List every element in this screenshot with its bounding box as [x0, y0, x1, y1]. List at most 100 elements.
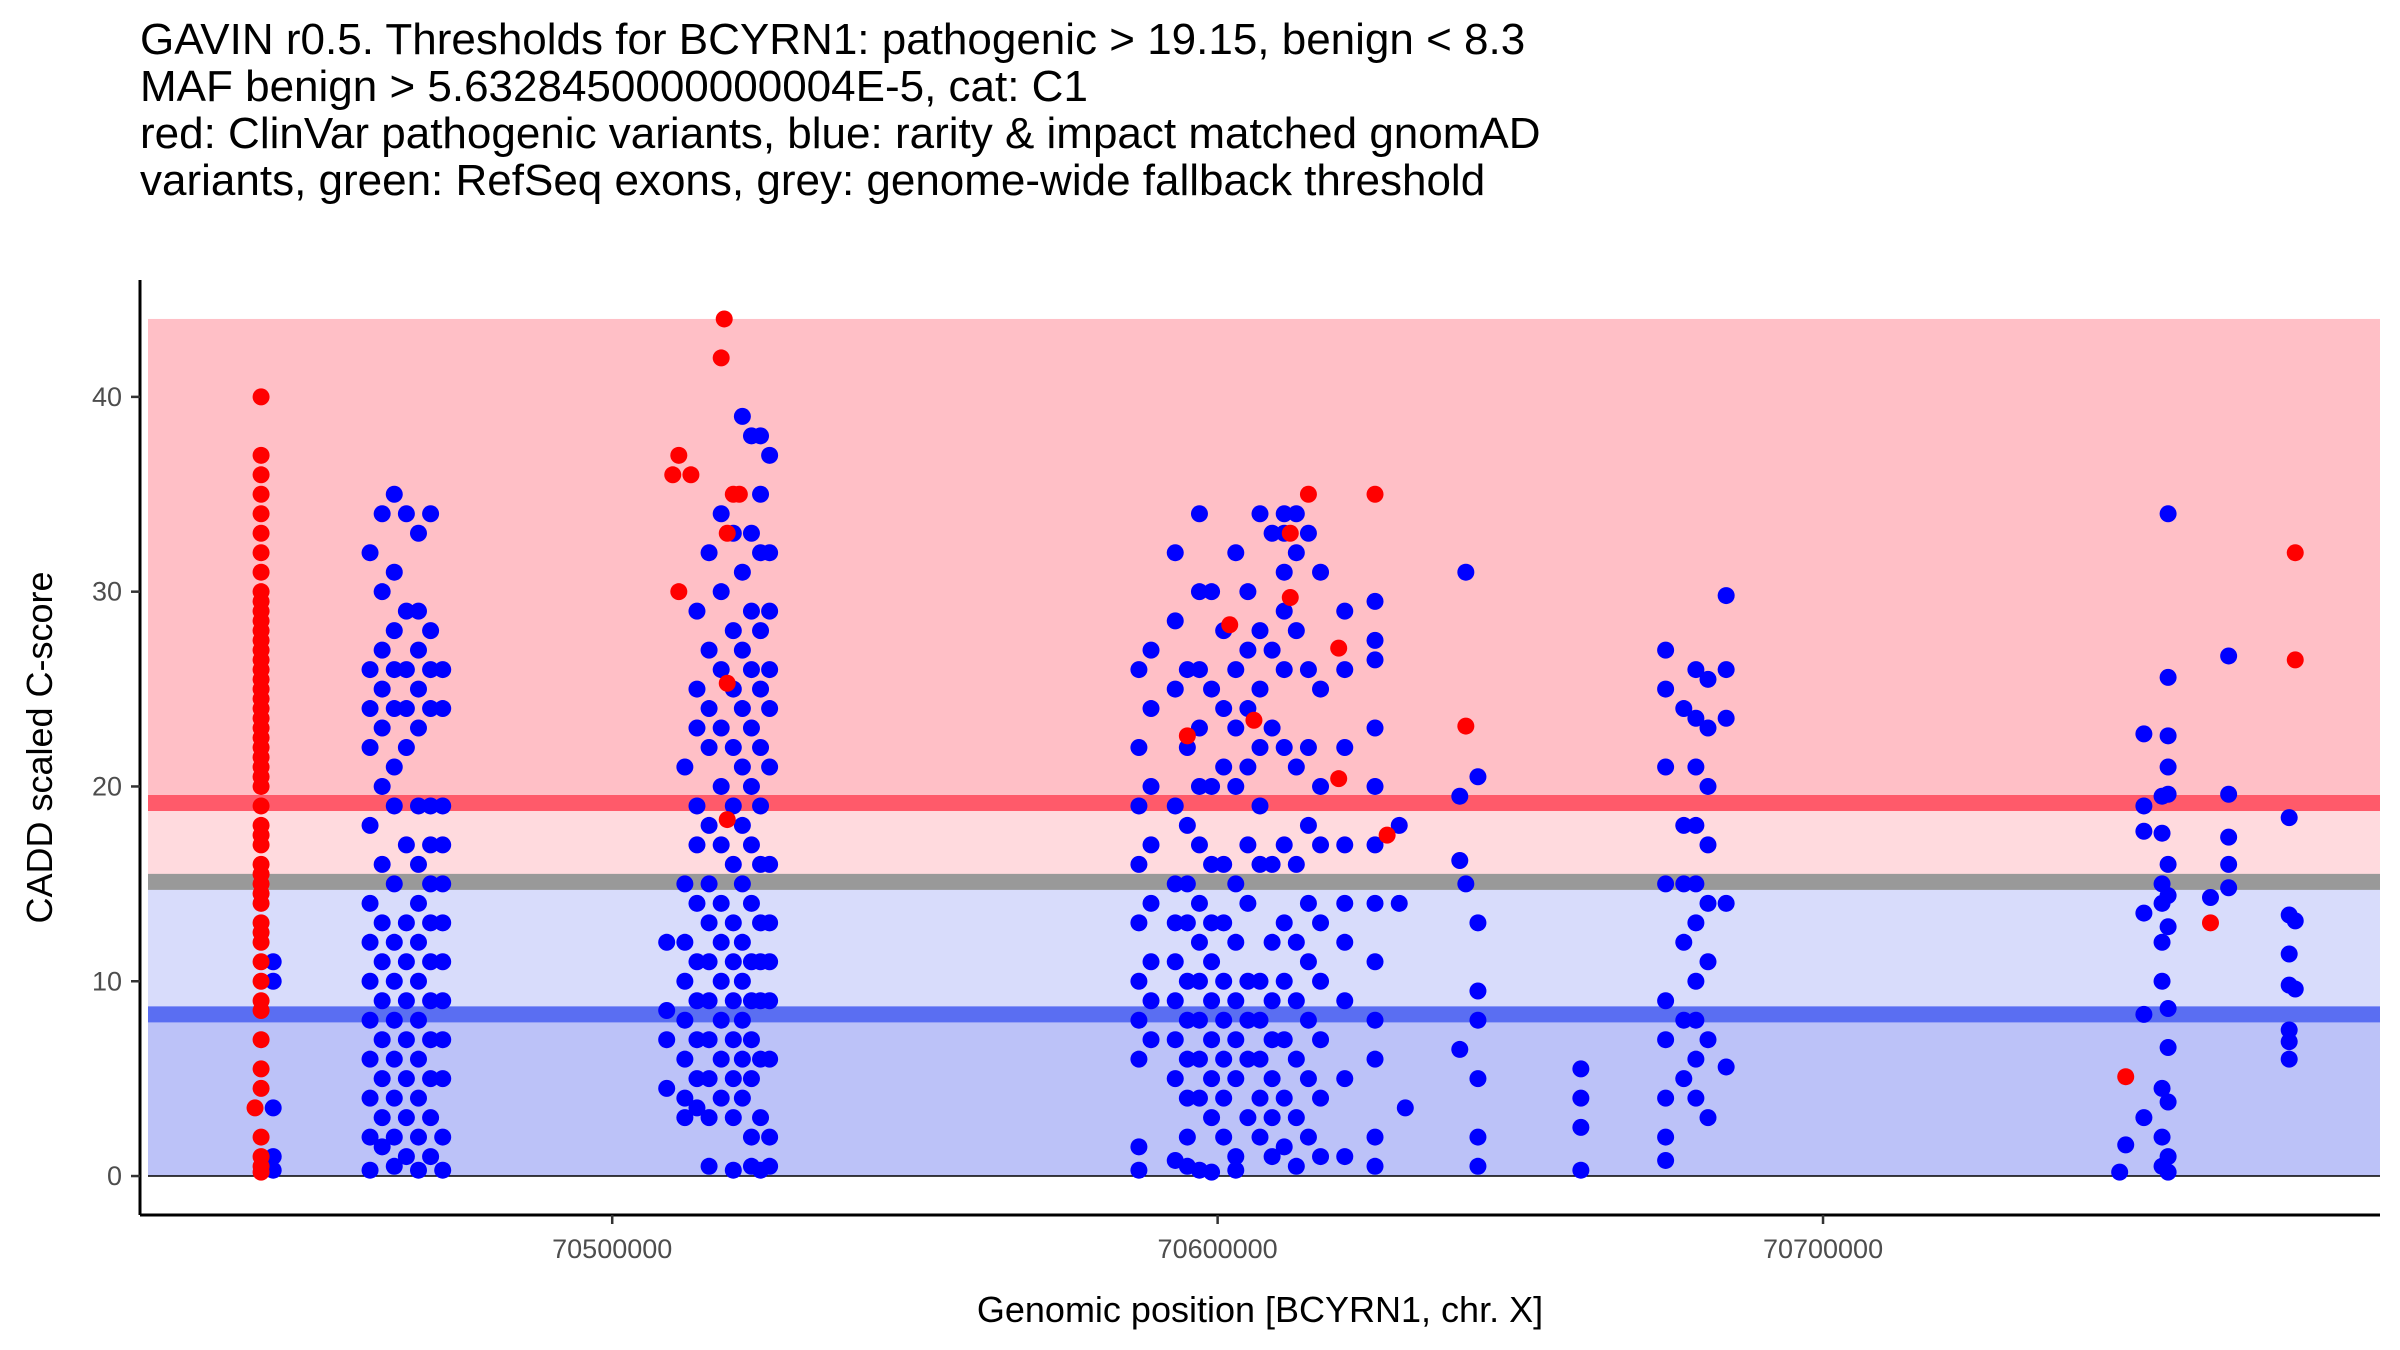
gnomad-matched-point [1227, 992, 1245, 1010]
gnomad-matched-point [1699, 670, 1717, 688]
gnomad-matched-point [1251, 680, 1269, 698]
gnomad-matched-point [658, 1031, 676, 1049]
gnomad-matched-point [752, 797, 770, 815]
gnomad-matched-point [361, 544, 379, 562]
gnomad-matched-point [1366, 651, 1384, 669]
gnomad-matched-point [1215, 1128, 1233, 1146]
gnomad-matched-point [373, 1070, 391, 1088]
gnomad-matched-point [1178, 1128, 1196, 1146]
gnomad-matched-point [264, 1099, 282, 1117]
gnomad-matched-point [1275, 661, 1293, 679]
clinvar-pathogenic-point [252, 972, 270, 990]
gnomad-matched-point [409, 894, 427, 912]
clinvar-pathogenic-point [1330, 770, 1348, 788]
gnomad-matched-point [2220, 855, 2238, 873]
gnomad-matched-point [1239, 1050, 1257, 1068]
gnomad-matched-point [397, 661, 415, 679]
clinvar-pathogenic-point [252, 1031, 270, 1049]
gnomad-matched-point [397, 836, 415, 854]
gnomad-matched-point [1275, 836, 1293, 854]
gnomad-matched-point [1251, 1089, 1269, 1107]
gnomad-matched-point [385, 875, 403, 893]
gnomad-matched-point [434, 992, 452, 1010]
clinvar-pathogenic-point [252, 446, 270, 464]
gnomad-matched-point [1287, 544, 1305, 562]
gnomad-matched-point [688, 680, 706, 698]
gnomad-matched-point [2153, 933, 2171, 951]
gnomad-matched-point [742, 1128, 760, 1146]
clinvar-pathogenic-point [252, 466, 270, 484]
gnomad-matched-point [1239, 641, 1257, 659]
title-line-3: red: ClinVar pathogenic variants, blue: … [140, 109, 1541, 158]
gnomad-matched-point [1166, 612, 1184, 630]
gnomad-matched-point [422, 505, 440, 523]
gnomad-matched-point [409, 972, 427, 990]
gnomad-matched-point [1312, 836, 1330, 854]
gnomad-matched-point [1142, 1031, 1160, 1049]
gnomad-matched-point [1227, 1031, 1245, 1049]
gnomad-matched-point [1336, 836, 1354, 854]
gnomad-matched-point [361, 1128, 379, 1146]
gnomad-matched-point [752, 427, 770, 445]
gnomad-matched-point [1451, 787, 1469, 805]
gnomad-matched-point [1687, 1011, 1705, 1029]
gnomad-matched-point [397, 700, 415, 718]
gnomad-matched-point [434, 1070, 452, 1088]
gnomad-matched-point [1227, 1148, 1245, 1166]
gnomad-matched-point [1366, 592, 1384, 610]
gnomad-matched-point [1203, 1031, 1221, 1049]
gnomad-matched-point [733, 700, 751, 718]
gnomad-matched-point [409, 641, 427, 659]
gnomad-matched-point [409, 1161, 427, 1179]
gnomad-matched-point [1178, 739, 1196, 756]
gnomad-matched-point [2135, 822, 2153, 840]
gnomad-matched-point [724, 622, 742, 640]
gnomad-matched-point [1366, 1050, 1384, 1068]
gnomad-matched-point [373, 953, 391, 971]
clinvar-pathogenic-point [252, 544, 270, 562]
vus-low-region [148, 881, 2380, 1015]
gnomad-matched-point [1657, 641, 1675, 659]
gnomad-matched-point [700, 1109, 718, 1127]
gnomad-matched-point [1263, 1031, 1281, 1049]
gnomad-matched-point [1366, 1128, 1384, 1146]
gnomad-matched-point [264, 1148, 282, 1166]
gnomad-matched-point [1130, 972, 1148, 990]
axes: 0 10 20 30 40 70500000 70600000 70700000 [92, 280, 2380, 1264]
gnomad-matched-point [1166, 953, 1184, 971]
gnomad-matched-point [409, 602, 427, 620]
gnomad-matched-point [1336, 739, 1354, 756]
gnomad-matched-point [1142, 777, 1160, 795]
gnomad-matched-point [1251, 739, 1269, 756]
gnomad-matched-point [742, 524, 760, 542]
clinvar-pathogenic-point [2286, 544, 2304, 562]
gnomad-matched-point [1699, 777, 1717, 795]
gnomad-matched-point [397, 505, 415, 523]
gnomad-matched-point [688, 894, 706, 912]
gnomad-matched-point [1717, 709, 1735, 727]
gnomad-matched-point [733, 1089, 751, 1107]
gnomad-matched-point [1166, 1031, 1184, 1049]
gnomad-matched-point [409, 1011, 427, 1029]
gnomad-matched-point [688, 953, 706, 971]
gnomad-matched-point [1717, 661, 1735, 679]
gnomad-matched-point [1215, 1011, 1233, 1029]
gnomad-matched-point [1178, 661, 1196, 679]
gnomad-matched-point [1178, 1050, 1196, 1068]
gnomad-matched-point [1657, 758, 1675, 776]
gnomad-matched-point [1366, 953, 1384, 971]
gnomad-matched-point [742, 777, 760, 795]
y-tick-label: 0 [107, 1161, 122, 1191]
gnomad-matched-point [1203, 1109, 1221, 1127]
gnomad-matched-point [742, 894, 760, 912]
gnomad-matched-point [761, 992, 779, 1010]
gnomad-matched-point [397, 1031, 415, 1049]
gnomad-matched-point [422, 1070, 440, 1088]
gnomad-matched-point [676, 1089, 694, 1107]
gnomad-matched-point [1657, 1128, 1675, 1146]
gnomad-matched-point [700, 1157, 718, 1175]
gnomad-matched-point [1287, 855, 1305, 873]
gnomad-matched-point [434, 1031, 452, 1049]
x-tick-label: 70700000 [1763, 1234, 1883, 1264]
gnomad-matched-point [1166, 1070, 1184, 1088]
